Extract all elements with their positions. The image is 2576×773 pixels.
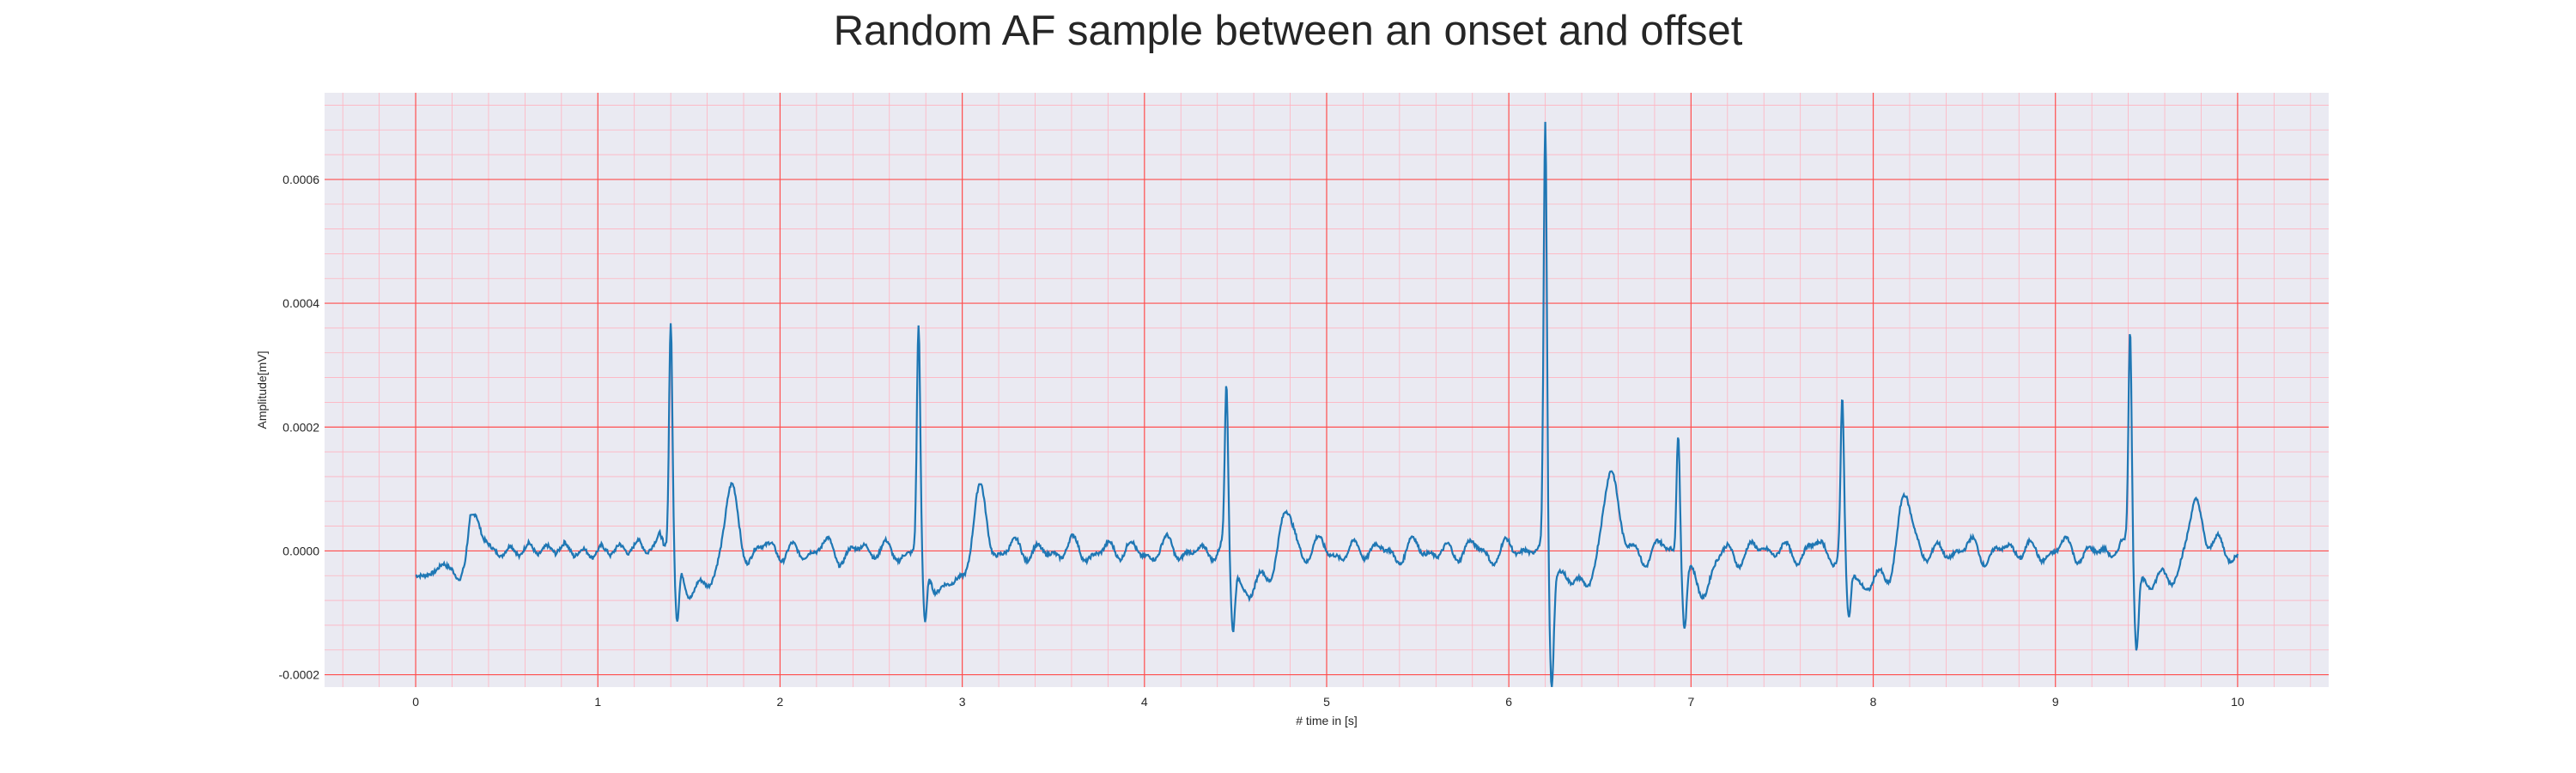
y-tick-label: 0.0004 (283, 296, 319, 310)
x-tick-label: 6 (1505, 695, 1512, 709)
x-tick-label: 9 (2052, 695, 2059, 709)
x-tick-labels: 0 1 2 3 4 5 6 7 8 9 10 (412, 695, 2245, 709)
x-tick-label: 10 (2231, 695, 2245, 709)
y-tick-label: -0.0002 (279, 668, 320, 682)
x-tick-label: 2 (777, 695, 784, 709)
x-axis-label: # time in [s] (1296, 714, 1358, 727)
x-tick-label: 8 (1870, 695, 1877, 709)
x-tick-label: 4 (1141, 695, 1148, 709)
ecg-signal-line (415, 121, 2239, 687)
y-tick-labels: -0.0002 0.0000 0.0002 0.0004 0.0006 (279, 173, 320, 682)
chart-title: Random AF sample between an onset and of… (833, 8, 1743, 54)
x-tick-label: 3 (959, 695, 966, 709)
x-tick-label: 0 (412, 695, 419, 709)
y-tick-label: 0.0006 (283, 173, 319, 186)
y-tick-label: 0.0002 (283, 420, 319, 434)
x-tick-label: 1 (594, 695, 601, 709)
x-tick-label: 5 (1323, 695, 1330, 709)
y-axis-label: Amplitude[mV] (255, 350, 269, 429)
y-tick-label: 0.0000 (283, 544, 319, 557)
x-tick-label: 7 (1687, 695, 1694, 709)
